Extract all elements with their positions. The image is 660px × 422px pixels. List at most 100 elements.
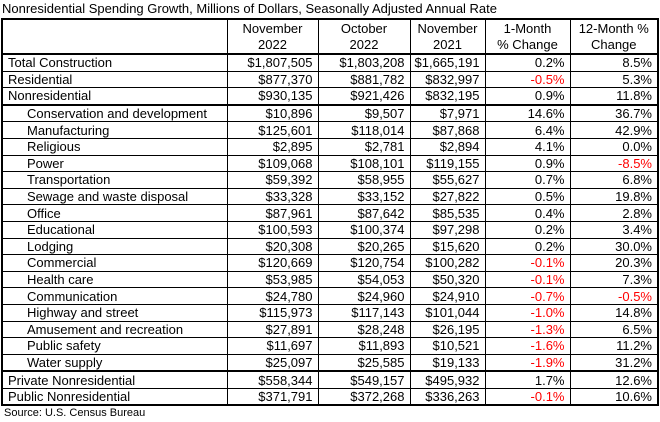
- row-label: Nonresidential: [1, 87, 228, 106]
- column-header: 12-Month % Change: [569, 18, 659, 55]
- value-cell: $87,868: [409, 121, 486, 139]
- value-cell: $372,268: [317, 387, 411, 406]
- value-cell: -0.1%: [484, 270, 571, 289]
- value-cell: 0.2%: [484, 53, 571, 72]
- row-label: Manufacturing: [1, 121, 228, 139]
- value-cell: $100,374: [317, 220, 411, 239]
- table-row: Manufacturing $125,601 $118,014 $87,868 6.4%…: [1, 121, 659, 139]
- value-cell: $101,044: [409, 303, 486, 322]
- row-label: Amusement and recreation: [1, 320, 228, 339]
- value-cell: $119,155: [409, 154, 486, 173]
- row-label: Office: [1, 204, 228, 222]
- table-row: Transportation $59,392 $58,955 $55,627 0.7% 6…: [1, 171, 659, 189]
- value-cell: $87,642: [317, 204, 411, 222]
- value-cell: $108,101: [317, 154, 411, 173]
- value-cell: $10,521: [409, 337, 486, 355]
- table-row: Educational $100,593 $100,374 $97,298 0.2% 3.…: [1, 220, 659, 239]
- value-cell: 0.7%: [484, 171, 571, 189]
- value-cell: 12.6%: [569, 370, 659, 389]
- value-cell: $115,973: [226, 303, 319, 322]
- value-cell: 2.8%: [569, 204, 659, 222]
- value-cell: -8.5%: [569, 154, 659, 173]
- value-cell: 0.2%: [484, 220, 571, 239]
- value-cell: 0.4%: [484, 204, 571, 222]
- value-cell: $1,665,191: [409, 53, 486, 72]
- spending-table: November 2022 October 2022 November 2021 1-…: [1, 18, 659, 407]
- value-cell: $58,955: [317, 171, 411, 189]
- value-cell: -1.9%: [484, 353, 571, 372]
- value-cell: $20,308: [226, 237, 319, 256]
- value-cell: $20,265: [317, 237, 411, 256]
- value-cell: 0.0%: [569, 137, 659, 156]
- value-cell: 0.9%: [484, 87, 571, 106]
- value-cell: $54,053: [317, 270, 411, 289]
- table-row: Public Nonresidential $371,791 $372,268 $33…: [1, 387, 659, 406]
- table-row: Health care $53,985 $54,053 $50,320 -0.1% 7.3…: [1, 270, 659, 289]
- value-cell: $33,328: [226, 187, 319, 206]
- value-cell: -1.3%: [484, 320, 571, 339]
- value-cell: 30.0%: [569, 237, 659, 256]
- value-cell: 19.8%: [569, 187, 659, 206]
- value-cell: 11.2%: [569, 337, 659, 355]
- row-label: Communication: [1, 287, 228, 305]
- value-cell: 7.3%: [569, 270, 659, 289]
- value-cell: -1.6%: [484, 337, 571, 355]
- row-label: Educational: [1, 220, 228, 239]
- value-cell: 0.2%: [484, 237, 571, 256]
- value-cell: $11,697: [226, 337, 319, 355]
- value-cell: $495,932: [409, 370, 486, 389]
- value-cell: -0.1%: [484, 254, 571, 272]
- value-cell: $2,781: [317, 137, 411, 156]
- row-label: Residential: [1, 70, 228, 89]
- column-header: [1, 18, 228, 55]
- value-cell: 0.9%: [484, 154, 571, 173]
- value-cell: $28,248: [317, 320, 411, 339]
- value-cell: $25,585: [317, 353, 411, 372]
- table-row: Lodging $20,308 $20,265 $15,620 0.2% 30.0%: [1, 237, 659, 256]
- value-cell: 6.5%: [569, 320, 659, 339]
- value-cell: $59,392: [226, 171, 319, 189]
- table-row: Sewage and waste disposal $33,328 $33,152 $…: [1, 187, 659, 206]
- table-row: Nonresidential $930,135 $921,426 $832,195 0.…: [1, 87, 659, 106]
- value-cell: 20.3%: [569, 254, 659, 272]
- value-cell: $7,971: [409, 104, 486, 123]
- column-header: November 2021: [409, 18, 486, 55]
- page-title: Nonresidential Spending Growth, Millions…: [2, 1, 498, 16]
- value-cell: $558,344: [226, 370, 319, 389]
- value-cell: $33,152: [317, 187, 411, 206]
- value-cell: 11.8%: [569, 87, 659, 106]
- table-row: Public safety $11,697 $11,893 $10,521 -1.6% 1…: [1, 337, 659, 355]
- value-cell: $1,803,208: [317, 53, 411, 72]
- value-cell: $55,627: [409, 171, 486, 189]
- value-cell: $24,910: [409, 287, 486, 305]
- table-row: Religious $2,895 $2,781 $2,894 4.1% 0.0%: [1, 137, 659, 156]
- row-label: Water supply: [1, 353, 228, 372]
- value-cell: -0.5%: [484, 70, 571, 89]
- row-label: Commercial: [1, 254, 228, 272]
- table-row: Highway and street $115,973 $117,143 $101,0…: [1, 303, 659, 322]
- value-cell: $27,891: [226, 320, 319, 339]
- value-cell: $9,507: [317, 104, 411, 123]
- value-cell: $24,780: [226, 287, 319, 305]
- value-cell: $2,895: [226, 137, 319, 156]
- table-body: Total Construction $1,807,505 $1,803,208 $1…: [1, 53, 659, 406]
- value-cell: $832,997: [409, 70, 486, 89]
- table-row: Amusement and recreation $27,891 $28,248 $2…: [1, 320, 659, 339]
- table-row: Office $87,961 $87,642 $85,535 0.4% 2.8%: [1, 204, 659, 222]
- column-header: 1-Month % Change: [484, 18, 571, 55]
- value-cell: $97,298: [409, 220, 486, 239]
- value-cell: 14.6%: [484, 104, 571, 123]
- value-cell: -1.0%: [484, 303, 571, 322]
- value-cell: 5.3%: [569, 70, 659, 89]
- value-cell: $881,782: [317, 70, 411, 89]
- row-label: Sewage and waste disposal: [1, 187, 228, 206]
- row-label: Lodging: [1, 237, 228, 256]
- value-cell: $87,961: [226, 204, 319, 222]
- value-cell: 6.8%: [569, 171, 659, 189]
- table-row: Water supply $25,097 $25,585 $19,133 -1.9% 31…: [1, 353, 659, 372]
- table-row: Commercial $120,669 $120,754 $100,282 -0.1% 2…: [1, 254, 659, 272]
- value-cell: $336,263: [409, 387, 486, 406]
- value-cell: $371,791: [226, 387, 319, 406]
- value-cell: 8.5%: [569, 53, 659, 72]
